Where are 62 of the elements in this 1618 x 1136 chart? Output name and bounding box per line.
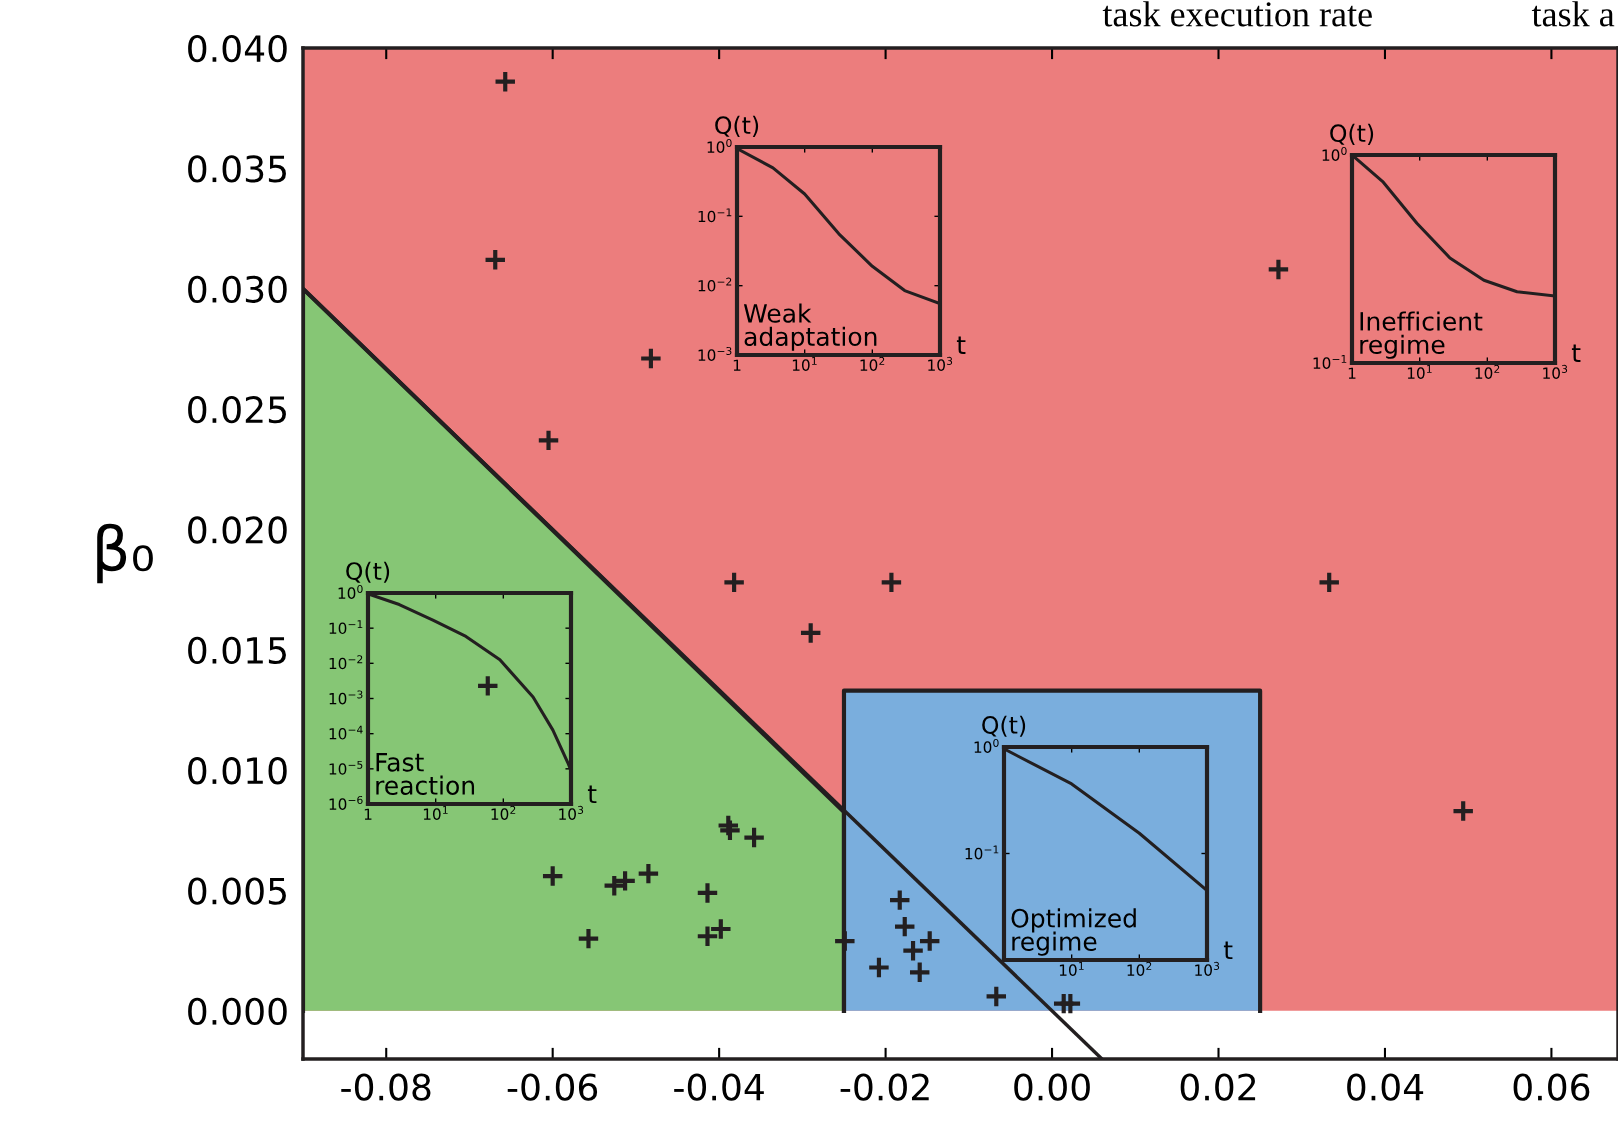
y-tick-label: 0.005 (188, 877, 286, 905)
y-axis-title: Q(t) (1330, 123, 1374, 145)
annotation: Optimized regime (1011, 908, 1136, 956)
y-tick-label: 10$^{−4}$ (329, 725, 363, 740)
x-tick-label: 10$^{3}$ (1195, 961, 1220, 976)
x-tick-label: 1 (364, 808, 372, 820)
y-tick-label: 10$^{−2}$ (698, 277, 732, 292)
y-tick-label: 0.000 (188, 997, 287, 1026)
y-tick-label: 10$^{−5}$ (329, 760, 363, 775)
y-tick-label: 0.025 (188, 395, 286, 424)
x-tick-label: 10$^{3}$ (1543, 364, 1568, 379)
y-tick-label: 0.020 (188, 516, 287, 544)
x-tick-label: 10$^{2}$ (1127, 961, 1152, 976)
y-tick-label: 10$^{−1}$ (329, 620, 363, 635)
x-tick-label: 1 (1348, 367, 1356, 379)
x-tick-label: -0.08 (341, 1073, 431, 1101)
x-axis-title: t (587, 785, 597, 804)
x-axis-title: t (956, 336, 966, 354)
x-tick-label: 10$^{1}$ (792, 357, 817, 371)
y-tick-label: 0.015 (188, 636, 286, 665)
x-tick-label: -0.04 (674, 1073, 764, 1101)
y-tick-label: 10$^{−2}$ (329, 655, 363, 670)
x-tick-label: 10$^{2}$ (860, 356, 885, 371)
x-tick-label: 0.00 (1014, 1073, 1090, 1101)
annotation: Inefficient regime (1360, 311, 1483, 359)
y-tick-label: 10$^{0}$ (338, 584, 363, 599)
annotation: Fast reaction (376, 753, 475, 795)
y-axis-title: Q(t) (346, 561, 390, 583)
x-tick-label: -0.02 (840, 1073, 929, 1101)
y-tick-label: 10$^{−1}$ (1313, 355, 1347, 369)
x-tick-label: 10$^{2}$ (491, 805, 516, 820)
text: task a (1531, 1, 1615, 27)
y-tick-label: 10$^{−1}$ (698, 208, 732, 223)
y-tick-label: 0.035 (188, 155, 286, 183)
x-tick-label: 10$^{2}$ (1475, 364, 1500, 379)
y-tick-label: 10$^{−6}$ (329, 795, 363, 810)
x-tick-label: 10$^{1}$ (1407, 365, 1432, 379)
x-tick-label: 10$^{1}$ (423, 806, 448, 820)
y-tick-label: 10$^{0}$ (1322, 146, 1347, 161)
y-tick-label: 0.030 (188, 275, 287, 303)
x-tick-label: 0.04 (1347, 1073, 1424, 1101)
y-tick-label: 10$^{−3}$ (698, 346, 732, 361)
x-tick-label: 0.02 (1180, 1073, 1256, 1101)
y-tick-label: 0.010 (188, 757, 287, 785)
y-tick-label: 10$^{0}$ (707, 138, 732, 153)
y-tick-label: 10$^{−3}$ (329, 690, 363, 705)
text: task execution rate (1102, 1, 1372, 27)
x-axis-title: t (1223, 941, 1233, 960)
y-tick-label: 0.040 (188, 34, 287, 63)
y-axis-title: β₀ (97, 523, 153, 584)
y-tick-label: 10$^{0}$ (974, 738, 999, 753)
x-tick-label: 1 (733, 359, 741, 371)
x-tick-label: 10$^{1}$ (1059, 962, 1084, 976)
x-tick-label: 10$^{3}$ (559, 805, 584, 820)
y-axis-title: Q(t) (715, 115, 759, 137)
annotation: Weak adaptation (743, 303, 877, 351)
y-axis-title: Q(t) (982, 715, 1026, 737)
x-tick-label: 0.06 (1513, 1073, 1590, 1101)
y-tick-label: 10$^{−1}$ (965, 845, 999, 860)
x-tick-label: -0.06 (507, 1073, 598, 1101)
x-tick-label: 10$^{3}$ (928, 356, 953, 371)
x-axis-title: t (1571, 344, 1581, 362)
